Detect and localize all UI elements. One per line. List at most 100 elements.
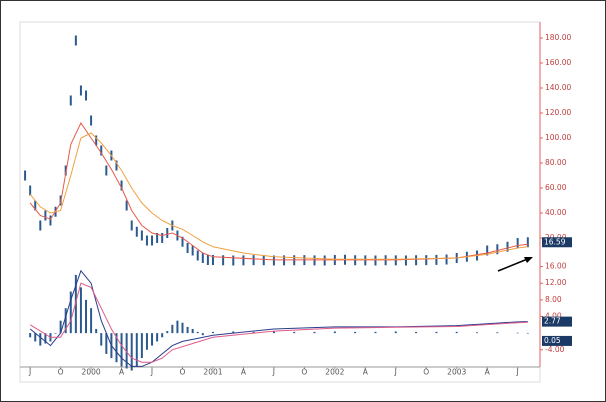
histogram-bar xyxy=(69,291,72,334)
histogram-bar xyxy=(455,331,458,334)
x-tick-label: O xyxy=(58,367,64,376)
histogram-bar xyxy=(85,299,88,334)
y-tick-label: -4.00 xyxy=(545,345,565,354)
x-tick-label: O xyxy=(423,367,429,376)
y-tick-label: 4.00 xyxy=(545,312,562,321)
price-bar xyxy=(161,233,164,243)
x-tick-label: A xyxy=(241,367,247,376)
histogram-bar xyxy=(201,333,204,336)
y-tick-label: 12.00 xyxy=(545,278,567,287)
histogram-bar xyxy=(34,333,37,342)
last-value-tag xyxy=(542,316,572,327)
price-bar xyxy=(34,200,37,211)
price-bar xyxy=(374,255,377,266)
histogram-bar xyxy=(44,333,47,344)
histogram-bar xyxy=(140,333,143,359)
price-bar xyxy=(44,210,47,221)
price-bar xyxy=(151,235,154,246)
price-bar xyxy=(252,255,255,266)
x-tick-label: J xyxy=(272,367,275,376)
price-bar xyxy=(272,255,275,266)
price-bar xyxy=(135,226,138,237)
price-bar xyxy=(130,220,133,231)
price-bar xyxy=(211,255,214,265)
x-tick-label: 2002 xyxy=(325,367,344,376)
histogram-bar xyxy=(171,324,174,334)
price-bar xyxy=(206,255,209,265)
histogram-bar xyxy=(161,333,164,338)
last-value-tag xyxy=(542,237,572,248)
histogram-bar xyxy=(176,320,179,334)
price-bar xyxy=(425,255,428,266)
histogram-bar xyxy=(95,328,98,334)
price-bar xyxy=(105,165,108,176)
x-tick-label: J xyxy=(150,367,153,376)
histogram-bar xyxy=(516,332,519,334)
price-bar xyxy=(100,145,103,156)
histogram-bar xyxy=(293,331,296,334)
y-tick-label: 60.00 xyxy=(545,183,567,192)
histogram-bar xyxy=(74,274,77,334)
histogram-bar xyxy=(64,308,67,334)
price-bar xyxy=(85,90,88,101)
x-tick-label: O xyxy=(301,367,307,376)
price-bar xyxy=(115,160,118,171)
y-tick-label: 80.00 xyxy=(545,158,567,167)
price-bar xyxy=(262,255,265,266)
line xyxy=(29,121,528,261)
histogram-bar xyxy=(125,333,128,369)
histogram-bar xyxy=(166,331,169,334)
x-tick-label: 2003 xyxy=(447,367,466,376)
histogram-bar xyxy=(476,332,479,334)
price-bar xyxy=(222,255,225,266)
price-bar xyxy=(64,165,67,176)
histogram-bar xyxy=(151,333,154,346)
histogram-bar xyxy=(181,322,184,334)
y-tick-label: 8.00 xyxy=(545,295,562,304)
price-bar xyxy=(496,244,499,255)
x-tick-label: A xyxy=(119,367,125,376)
y-tick-label: 40.00 xyxy=(545,208,567,217)
price-bar xyxy=(95,135,98,146)
histogram-bar xyxy=(211,331,214,334)
price-bar xyxy=(125,200,128,211)
x-tick-label: J xyxy=(28,367,31,376)
price-bar xyxy=(145,235,148,246)
histogram-bar xyxy=(415,331,418,334)
histogram-bar xyxy=(191,328,194,334)
histogram-bar xyxy=(252,331,255,334)
x-tick-label: J xyxy=(394,367,397,376)
histogram-bar xyxy=(135,333,138,367)
histogram-bar xyxy=(130,333,133,371)
histogram-bar xyxy=(394,331,397,334)
price-bar xyxy=(120,180,123,191)
line xyxy=(29,282,528,363)
y-tick-label: 180.00 xyxy=(545,33,571,42)
price-bar xyxy=(90,115,93,126)
histogram-bar xyxy=(105,333,108,354)
histogram-bar xyxy=(313,331,316,334)
price-bar xyxy=(486,245,489,256)
price-bar xyxy=(140,230,143,241)
histogram-bar xyxy=(435,331,438,334)
histogram-bar xyxy=(39,333,42,346)
price-bar xyxy=(156,233,159,243)
y-tick-label: 16.00 xyxy=(545,262,567,271)
x-tick-label: A xyxy=(485,367,491,376)
y-tick-label: 160.00 xyxy=(545,58,571,67)
x-tick-label: O xyxy=(180,367,186,376)
histogram-bar xyxy=(156,333,159,342)
histogram-bar xyxy=(59,320,62,334)
price-bar xyxy=(181,236,184,247)
price-bar xyxy=(415,255,418,266)
price-bar xyxy=(196,250,199,261)
price-bar xyxy=(201,253,204,263)
y-tick-label: 140.00 xyxy=(545,83,571,92)
price-bar xyxy=(506,241,509,252)
histogram-bar xyxy=(374,331,377,334)
histogram-bar xyxy=(90,308,93,334)
histogram-bar xyxy=(496,332,499,334)
histogram-bar xyxy=(196,331,199,334)
